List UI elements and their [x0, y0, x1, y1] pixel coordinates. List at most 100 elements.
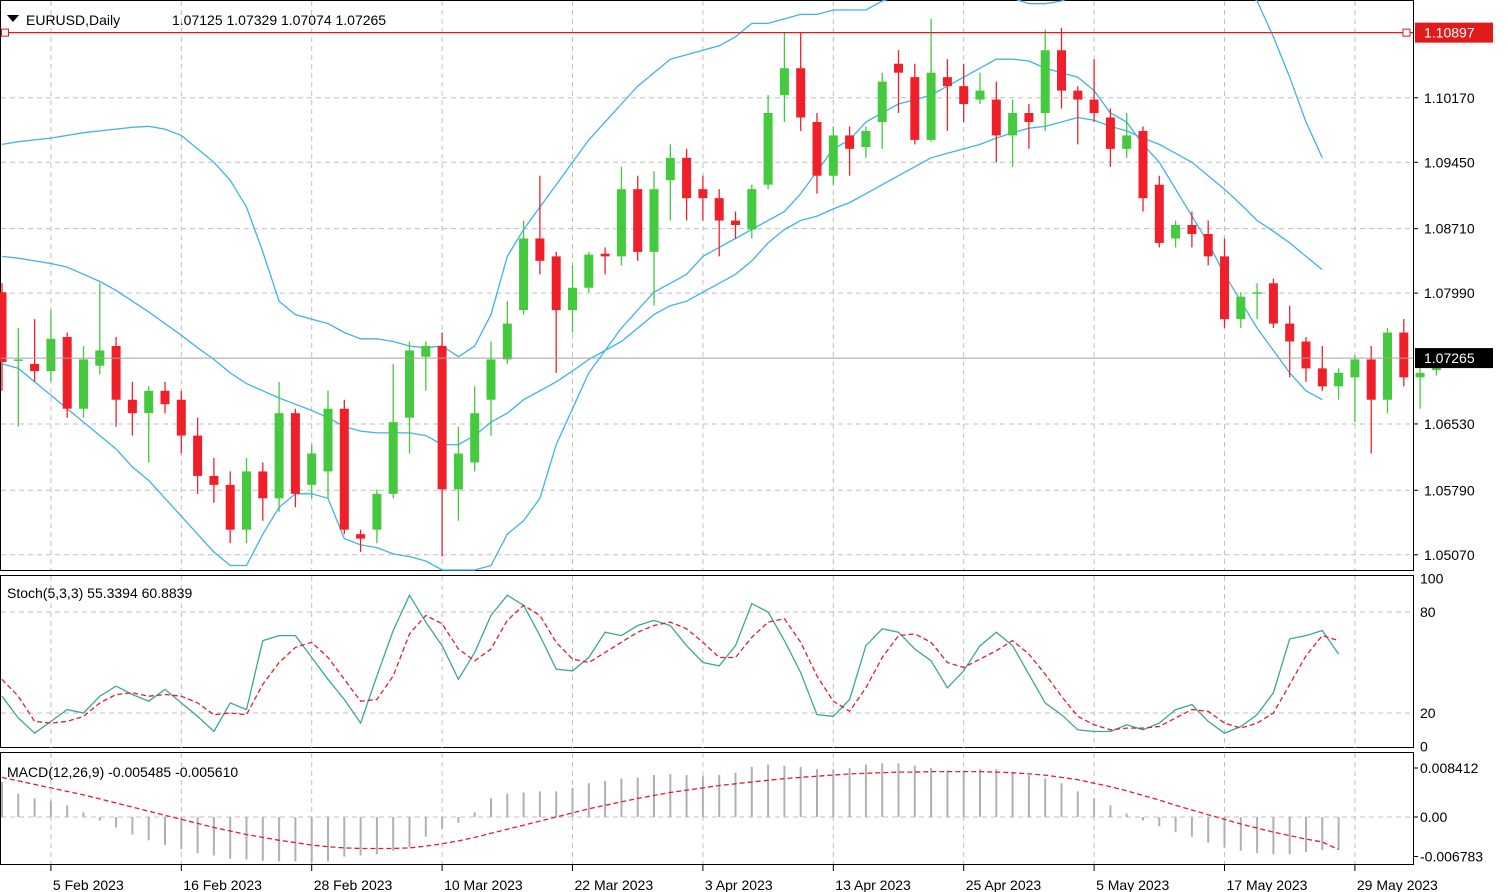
stoch-label: Stoch(5,3,3) 55.3394 60.8839 — [7, 585, 192, 601]
price-tick-label: 1.05070 — [1424, 547, 1475, 563]
candle-body — [290, 413, 300, 494]
candle-body — [1317, 368, 1327, 387]
level-price-badge — [1415, 22, 1493, 43]
candle-body — [1220, 256, 1229, 320]
candle-body — [1089, 99, 1099, 114]
candle — [1089, 59, 1099, 122]
candle-body — [470, 413, 480, 463]
candle — [633, 175, 643, 261]
candle — [535, 175, 545, 275]
macd-panel-frame — [0, 752, 1414, 865]
candle-body — [633, 189, 643, 252]
candle-body — [828, 135, 838, 176]
symbol-menu-triangle-icon[interactable] — [7, 15, 19, 22]
macd-tick-label: -0.006783 — [1420, 849, 1483, 865]
candle — [79, 345, 88, 418]
ohlc-values: 1.07125 1.07329 1.07074 1.07265 — [172, 12, 386, 28]
candle — [1138, 126, 1148, 212]
candle-body — [731, 220, 740, 226]
candle-body — [339, 408, 349, 530]
time-tick-label: 22 Mar 2023 — [575, 877, 654, 892]
candle-body — [959, 86, 969, 105]
candle — [111, 337, 121, 427]
candle-body — [1399, 332, 1409, 378]
time-axis: 5 Feb 2023 16 Feb 2023 28 Feb 2023 10 Mar 2… — [50, 865, 1438, 892]
candle-body — [307, 453, 317, 485]
grid — [1, 1, 1413, 864]
candle — [1154, 175, 1164, 248]
time-tick-label: 5 May 2023 — [1096, 877, 1169, 892]
candle-body — [258, 471, 268, 499]
candle — [877, 72, 887, 149]
candle-body — [79, 359, 88, 409]
candle — [1057, 27, 1066, 109]
candle-body — [568, 287, 577, 311]
candle — [828, 126, 838, 185]
candle — [323, 390, 333, 499]
candle — [405, 341, 414, 454]
candlesticks — [0, 18, 1441, 557]
candle-body — [1350, 359, 1360, 378]
candle — [46, 310, 56, 382]
candle — [1220, 238, 1229, 329]
candle — [616, 166, 626, 266]
candle — [127, 381, 137, 436]
stoch-signal-line — [1, 604, 1339, 731]
candle-body — [1024, 113, 1034, 122]
candle-body — [1105, 117, 1115, 149]
bollinger-lower — [1, 58, 1323, 571]
candle-body — [812, 121, 822, 176]
time-tick-label: 5 Feb 2023 — [53, 877, 124, 892]
candle — [747, 184, 757, 239]
candle — [568, 265, 577, 333]
candle — [13, 328, 23, 427]
candle-body — [942, 77, 952, 87]
candle — [258, 462, 268, 521]
candle-body — [242, 471, 251, 530]
time-tick-label: 29 May 2023 — [1357, 877, 1438, 892]
candle — [225, 471, 235, 544]
candle-body — [1383, 332, 1392, 400]
time-tick-label: 28 Feb 2023 — [314, 877, 393, 892]
candle-body — [698, 189, 708, 199]
candle — [910, 63, 920, 145]
candle-body — [763, 113, 773, 185]
candle — [714, 189, 724, 257]
candle-body — [193, 435, 203, 476]
level-price-text: 1.10897 — [1424, 25, 1475, 41]
candle — [763, 95, 773, 190]
candle — [1008, 99, 1018, 167]
candle — [1301, 337, 1311, 382]
candle-body — [779, 68, 789, 96]
macd-tick-label: 0.00 — [1420, 809, 1447, 825]
candle-body — [551, 256, 561, 311]
time-tick-label: 25 Apr 2023 — [966, 877, 1042, 892]
candle — [698, 175, 708, 221]
price-axis: 1.10170 1.09450 1.08710 1.07990 1.06530 1.057… — [1413, 90, 1483, 865]
macd-indicator — [1, 763, 1340, 863]
candle — [519, 220, 529, 315]
time-tick-label: 10 Mar 2023 — [444, 877, 523, 892]
candle — [600, 247, 610, 275]
stochastic-oscillator — [1, 593, 1340, 735]
candle-body — [1138, 130, 1148, 199]
candle — [731, 211, 740, 239]
candle-body — [274, 413, 284, 499]
candle-body — [421, 345, 431, 357]
candle-body — [1073, 90, 1083, 100]
price-tick-label: 1.05790 — [1424, 482, 1475, 498]
candle — [649, 171, 659, 306]
candle-body — [665, 157, 675, 181]
price-levels[interactable]: 1.10897 1.07265 — [1, 22, 1493, 369]
candle — [991, 81, 1001, 163]
candle — [502, 301, 512, 364]
candle — [942, 59, 952, 131]
candle-body — [1268, 283, 1278, 324]
stoch-tick-label: 20 — [1420, 705, 1436, 721]
candle-body — [502, 323, 512, 360]
candle — [307, 444, 317, 499]
level-line-handle — [1402, 28, 1411, 37]
candle — [1236, 292, 1246, 329]
candle — [551, 251, 561, 373]
